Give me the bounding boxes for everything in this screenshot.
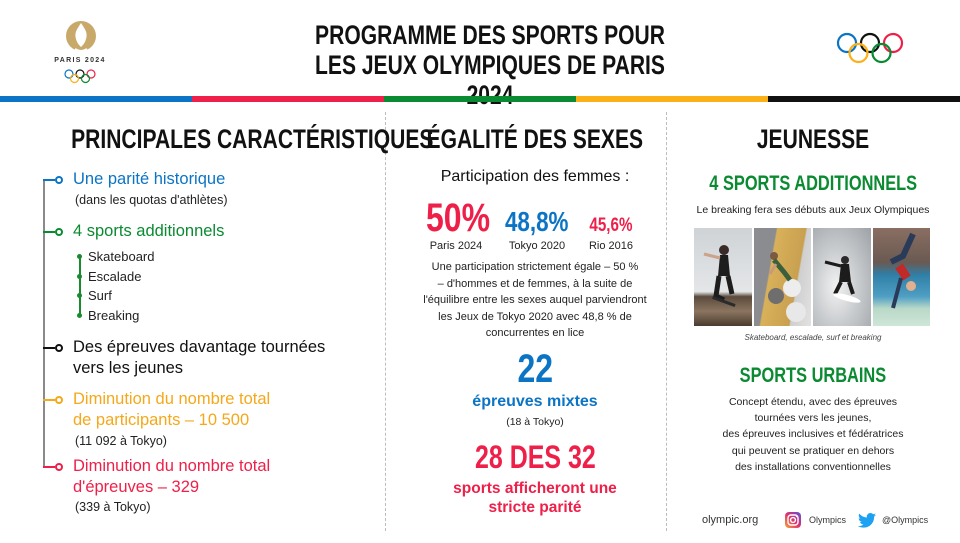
olympic-color-bar [0,96,960,102]
stat-rio-2016: 45,6% Rio 2016 [588,215,634,252]
feature-sub: (dans les quotas d'athlètes) [75,193,228,207]
list-item: Escalade [75,267,155,287]
instagram-icon [785,512,801,528]
photo-skateboard [694,228,752,326]
feature-label-line-1: Diminution du nombre total [73,457,271,475]
node-dot-icon [55,228,63,236]
middle-column-title: ÉGALITÉ DES SEXES [426,124,644,154]
bullet-icon [77,254,82,259]
sports-list-line [79,255,81,315]
paris-2024-logo: PARIS 2024 [48,16,112,88]
women-participation-heading: Participation des femmes : [440,168,630,185]
breakdancer-figure [889,232,916,309]
left-column-title: PRINCIPALES CARACTÉRISTIQUES [71,124,434,154]
color-bar-blue [0,96,192,102]
stat-paris-2024: 50% Paris 2024 [426,196,491,252]
small-olympic-rings-icon [64,69,96,84]
parity-sports-text: sports afficheront une stricte parité [453,480,617,516]
node-dot-icon [55,176,63,184]
photo-breaking [872,228,930,326]
website-link[interactable]: olympic.org [702,514,759,526]
urban-sports-text: Concept étendu, avec des épreuves tourné… [722,396,904,473]
right-column-title: JEUNESSE [756,124,870,154]
list-item: Breaking [75,306,155,326]
twitter-link[interactable]: @Olympics [858,511,928,529]
node-dot-icon [55,396,63,404]
bullet-icon [77,273,82,279]
climber-figure [767,252,806,322]
surfer-figure [824,256,861,303]
breaking-debut-text: Le breaking fera ses débuts aux Jeux Oly… [696,204,930,216]
feature-label-line-2: de participants – 10 500 [73,411,250,429]
node-dot-icon [55,344,63,352]
column-divider-1 [385,112,386,531]
color-bar-red [192,96,384,102]
feature-label-line-2: vers les jeunes [73,359,184,377]
flame-icon [66,21,96,52]
page-title-line-2: LES JEUX OLYMPIQUES DE PARIS 2024 [315,50,665,110]
color-bar-yellow [576,96,768,102]
sports-list: Skateboard Escalade Surf Breaking [75,247,155,325]
twitter-icon [858,512,876,528]
bullet-icon [77,312,82,318]
color-bar-green [384,96,576,102]
skateboarder-figure [703,245,736,307]
column-divider-2 [666,112,667,531]
paris-2024-wordmark: PARIS 2024 [54,57,106,64]
urban-sports-heading: SPORTS URBAINS [739,364,887,387]
olympic-rings-icon [836,32,904,64]
feature-label: 4 sports additionnels [73,222,225,240]
feature-label-line-1: Des épreuves davantage tournées [73,338,326,356]
page-title: PROGRAMME DES SPORTS POUR LES JEUX OLYMP… [250,20,730,110]
tree-line [43,180,45,467]
feature-label-line-1: Diminution du nombre total [73,390,271,408]
photo-climbing [753,228,811,326]
feature-sub: (11 092 à Tokyo) [75,434,167,448]
list-item: Skateboard [75,247,155,267]
page-title-line-1: PROGRAMME DES SPORTS POUR [315,20,665,50]
participation-stats: 50% Paris 2024 48,8% Tokyo 2020 45,6% Ri… [418,198,658,254]
stat-tokyo-2020: 48,8% Tokyo 2020 [505,206,569,253]
photo-caption: Skateboard, escalade, surf et breaking [744,333,882,342]
bullet-icon [77,293,82,298]
mixed-events-label: épreuves mixtes [472,393,598,410]
color-bar-black [768,96,960,102]
mixed-events-number: 22 [517,347,553,391]
additional-sports-heading: 4 SPORTS ADDITIONNELS [709,172,917,195]
list-item: Surf [75,286,155,306]
photo-surfing [813,228,871,326]
parity-sports-count: 28 DES 32 [474,439,596,475]
parity-paragraph: Une participation strictement égale – 50… [423,261,647,339]
feature-label-line-2: d'épreuves – 329 [73,478,200,496]
mixed-events-sub: (18 à Tokyo) [506,416,564,428]
instagram-link[interactable]: Olympics [785,511,846,529]
feature-label: Une parité historique [73,170,226,188]
feature-sub: (339 à Tokyo) [75,500,151,514]
sports-photos [694,228,930,326]
node-dot-icon [55,463,63,471]
